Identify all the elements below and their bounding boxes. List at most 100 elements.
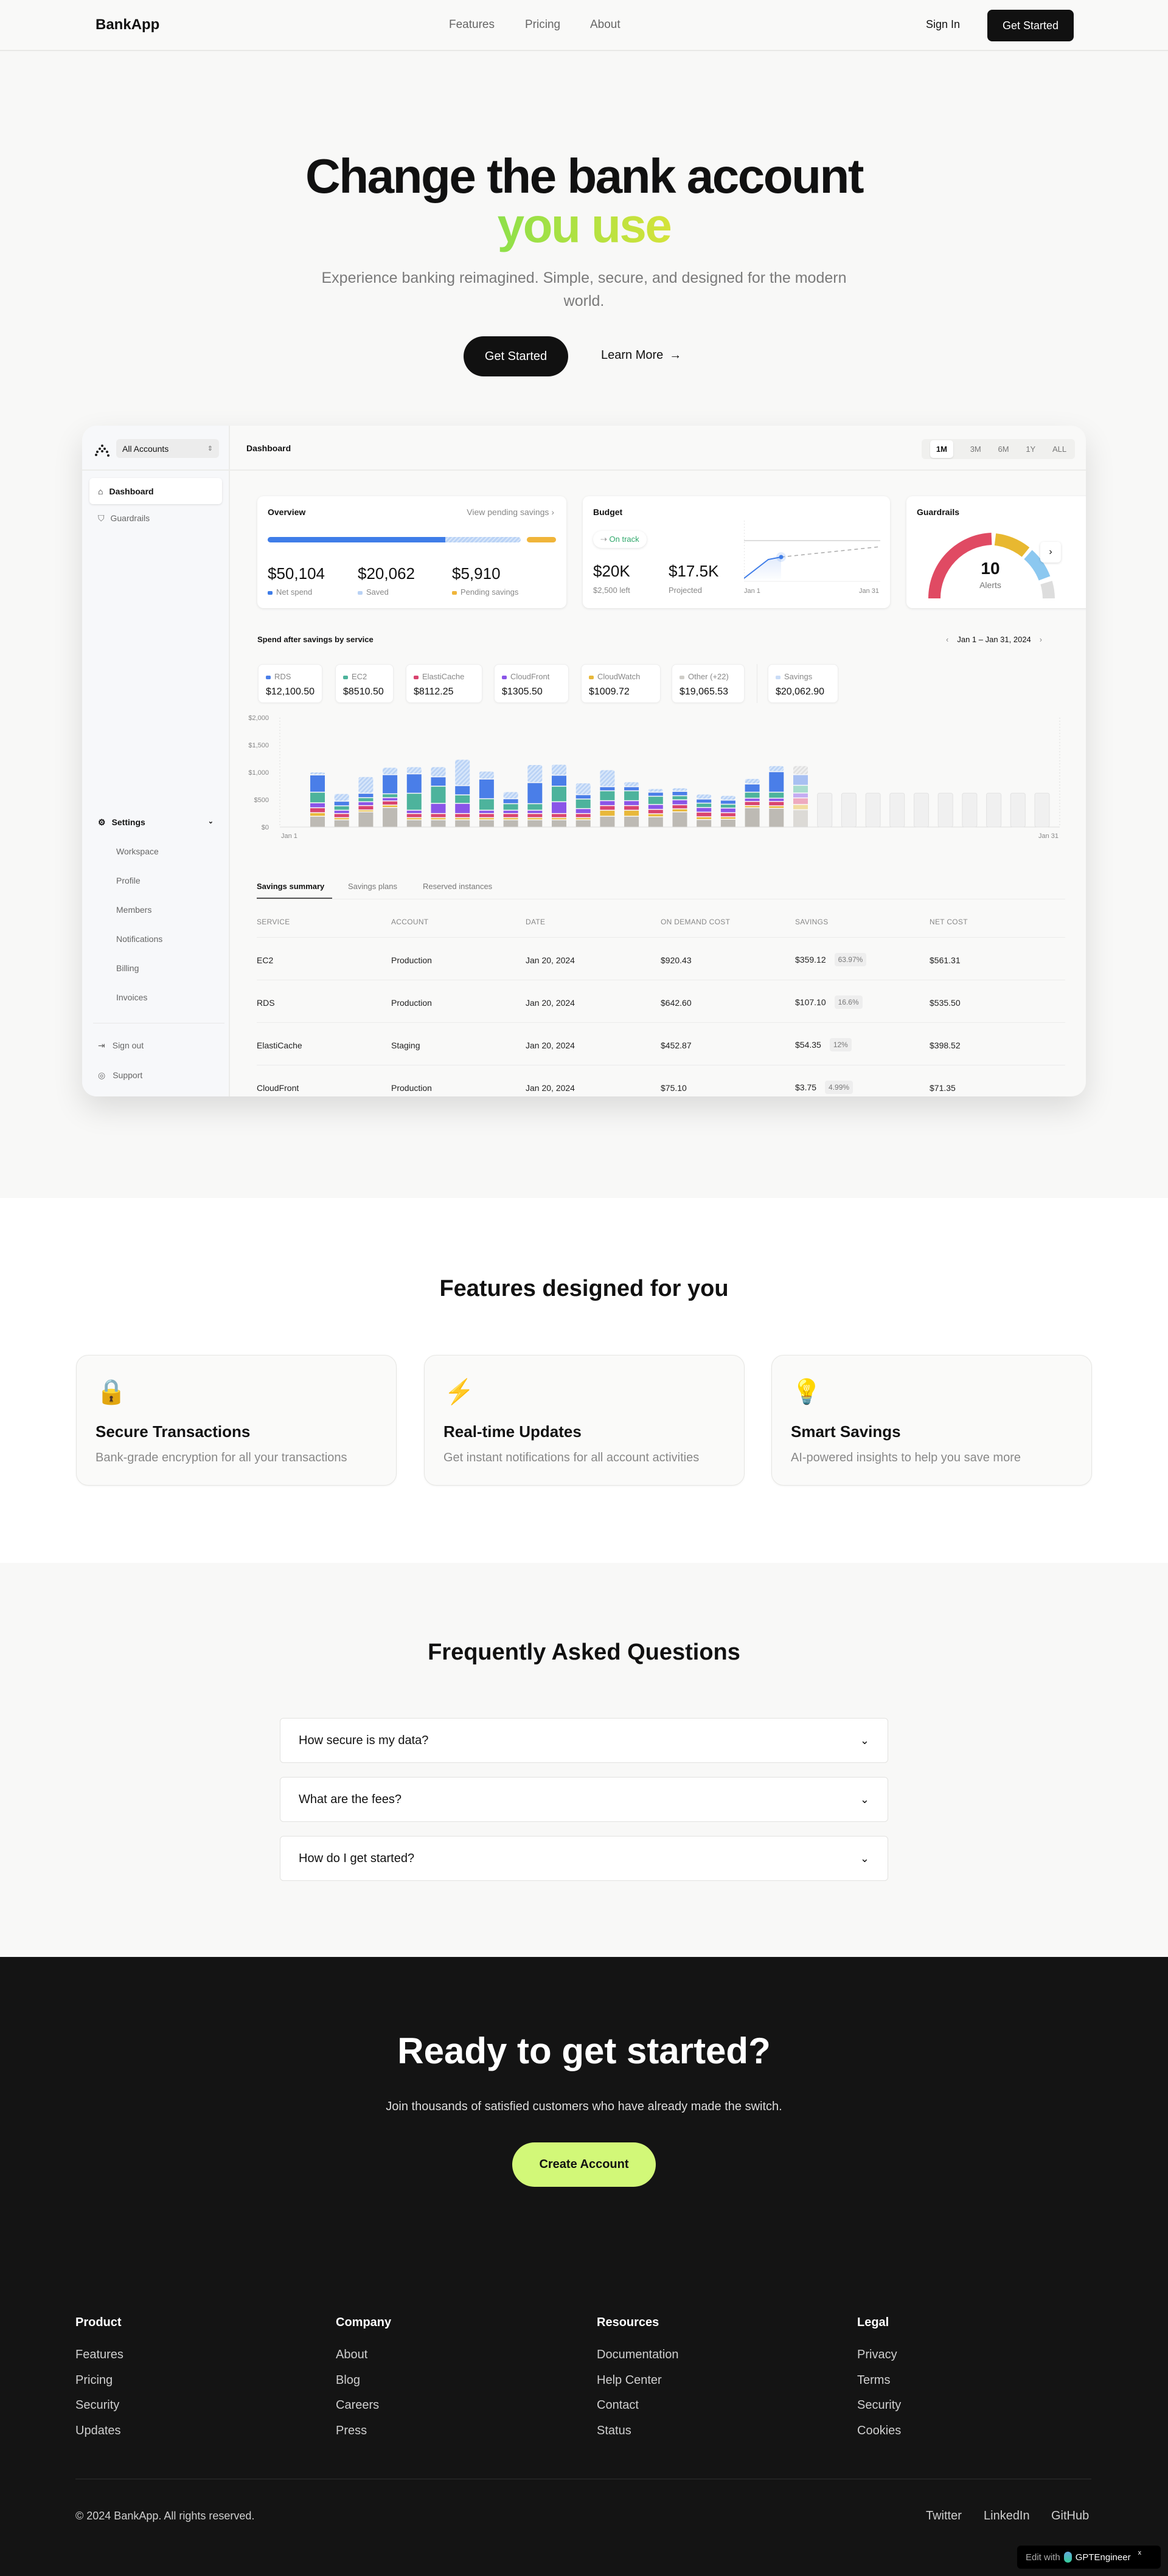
bar-day20-ec2 <box>769 792 784 798</box>
footer-link[interactable]: Pricing <box>75 2373 113 2387</box>
legend-card-5[interactable]: Other (+22) $19,065.53 <box>672 664 745 703</box>
create-account-button[interactable]: Create Account <box>512 2142 656 2187</box>
account-selector[interactable]: All Accounts ⇕ <box>116 439 219 458</box>
legend-value: $1009.72 <box>589 687 630 697</box>
faq-item[interactable]: How do I get started? ⌄ <box>280 1836 888 1881</box>
legend-card-1[interactable]: EC2 $8510.50 <box>335 664 394 703</box>
bar-day13-rds <box>600 787 615 791</box>
footer-link[interactable]: Terms <box>857 2373 891 2387</box>
sidebar-item-members[interactable]: Members <box>116 905 152 915</box>
column-header: DATE <box>526 918 546 926</box>
range-tab-6m[interactable]: 6M <box>998 445 1009 454</box>
footer-link[interactable]: Blog <box>336 2373 361 2387</box>
sidebar-item-workspace[interactable]: Workspace <box>116 847 159 856</box>
active-tab-underline <box>257 898 332 899</box>
view-pending-savings-link[interactable]: View pending savings › <box>467 507 554 517</box>
support-button[interactable]: ◎ Support <box>98 1070 142 1081</box>
alerts-gauge <box>928 533 1055 599</box>
footer-link[interactable]: Status <box>597 2423 631 2437</box>
gauge-critical-segment <box>928 533 992 599</box>
footer-link[interactable]: Press <box>336 2423 367 2437</box>
bar-day3-savings <box>358 777 374 793</box>
footer-link[interactable]: Documentation <box>597 2348 679 2361</box>
legend-card-2[interactable]: ElastiCache $8112.25 <box>406 664 482 703</box>
footer-link[interactable]: Contact <box>597 2398 639 2412</box>
range-tab-1y[interactable]: 1Y <box>1026 445 1036 454</box>
legend-card-0[interactable]: RDS $12,100.50 <box>258 664 322 703</box>
hero-get-started-button[interactable]: Get Started <box>464 336 568 376</box>
prev-period-button[interactable]: ‹ <box>946 635 949 644</box>
footer-link[interactable]: Help Center <box>597 2373 662 2387</box>
sidebar-item-profile[interactable]: Profile <box>116 876 141 885</box>
legend-swatch <box>502 675 507 679</box>
sidebar-item-dashboard[interactable]: ⌂ Dashboard <box>89 478 222 504</box>
social-twitter[interactable]: Twitter <box>926 2509 962 2522</box>
bar-day9-savings <box>503 792 518 798</box>
next-period-button[interactable]: › <box>1039 635 1043 644</box>
next-button[interactable]: › <box>1040 542 1061 563</box>
y-tick-label: $500 <box>254 797 269 804</box>
net-spend-bar <box>268 537 445 542</box>
footer-link[interactable]: Updates <box>75 2423 121 2437</box>
bar-day17-cloudwatch <box>697 817 712 819</box>
tab-savings-summary[interactable]: Savings summary <box>257 882 325 891</box>
nav-link-pricing[interactable]: Pricing <box>525 18 561 31</box>
sign-out-button[interactable]: ⇥ Sign out <box>98 1040 144 1051</box>
sidebar-item-notifications[interactable]: Notifications <box>116 934 163 944</box>
brand-logo[interactable]: BankApp <box>96 16 160 33</box>
tab-savings-plans[interactable]: Savings plans <box>348 882 397 891</box>
savings-percent-badge: 63.97% <box>834 953 867 966</box>
range-tabs: 1M 3M 6M 1Y ALL <box>922 439 1075 459</box>
learn-more-link[interactable]: Learn More → <box>601 348 681 362</box>
social-linkedin[interactable]: LinkedIn <box>984 2509 1030 2522</box>
footer-link[interactable]: Privacy <box>857 2348 897 2361</box>
column-header: NET COST <box>930 918 968 926</box>
bar-day12-ec2 <box>575 799 591 808</box>
cta-footer-section: Ready to get started? Join thousands of … <box>0 1957 1168 2576</box>
legend-card-6[interactable]: Savings $20,062.90 <box>768 664 838 703</box>
legend-card-4[interactable]: CloudWatch $1009.72 <box>581 664 661 703</box>
sign-in-link[interactable]: Sign In <box>926 18 961 30</box>
sidebar-item-invoices[interactable]: Invoices <box>116 992 148 1002</box>
on-track-badge: ⇢ On track <box>593 531 647 548</box>
legend-label: CloudWatch <box>597 672 641 681</box>
bar-day20-other <box>769 808 784 827</box>
tab-reserved-instances[interactable]: Reserved instances <box>423 882 493 891</box>
projected-label: Projected <box>669 586 702 595</box>
bar-day8-savings <box>479 771 494 779</box>
bar-day14-savings <box>624 782 639 786</box>
footer-link[interactable]: Security <box>857 2398 902 2412</box>
table-cell: Production <box>391 998 432 1008</box>
nav-link-features[interactable]: Features <box>449 18 495 31</box>
legend-card-3[interactable]: CloudFront $1305.50 <box>494 664 569 703</box>
legend-label: Other (+22) <box>688 672 729 681</box>
gptengineer-badge[interactable]: Edit with GPTEngineer x <box>1017 2546 1161 2569</box>
table-cell: Jan 20, 2024 <box>526 955 575 965</box>
footer-link[interactable]: Security <box>75 2398 120 2412</box>
footer-link[interactable]: About <box>336 2348 368 2361</box>
footer-link[interactable]: Careers <box>336 2398 380 2412</box>
sidebar-settings-toggle[interactable]: ⚙ Settings ⌄ <box>98 817 214 828</box>
faq-item[interactable]: What are the fees? ⌄ <box>280 1777 888 1822</box>
social-github[interactable]: GitHub <box>1051 2509 1090 2522</box>
range-tab-3m[interactable]: 3M <box>970 445 981 454</box>
savings-percent-badge: 12% <box>829 1038 852 1051</box>
badge-prefix: Edit with <box>1026 2552 1060 2563</box>
sidebar-item-guardrails[interactable]: ⛉ Guardrails <box>98 513 150 524</box>
date-range-nav: ‹ Jan 1 – Jan 31, 2024 › <box>946 635 1042 644</box>
bar-day17-rds <box>697 799 712 803</box>
bar-day19-rds <box>745 784 760 792</box>
nav-get-started-button[interactable]: Get Started <box>987 10 1074 41</box>
footer-link[interactable]: Features <box>75 2348 123 2361</box>
legend-swatch <box>589 675 594 679</box>
close-icon[interactable]: x <box>1138 2549 1142 2557</box>
faq-item[interactable]: How secure is my data? ⌄ <box>280 1718 888 1763</box>
range-tab-all[interactable]: ALL <box>1052 445 1067 454</box>
sidebar-item-billing[interactable]: Billing <box>116 963 139 973</box>
footer-link[interactable]: Cookies <box>857 2423 902 2437</box>
nav-link-about[interactable]: About <box>590 18 620 31</box>
bar-day10-savings <box>527 764 543 783</box>
range-tab-1m[interactable]: 1M <box>930 440 953 458</box>
bar-day19-cloudwatch <box>745 806 760 808</box>
net-spend-value: $50,104 <box>268 564 325 583</box>
